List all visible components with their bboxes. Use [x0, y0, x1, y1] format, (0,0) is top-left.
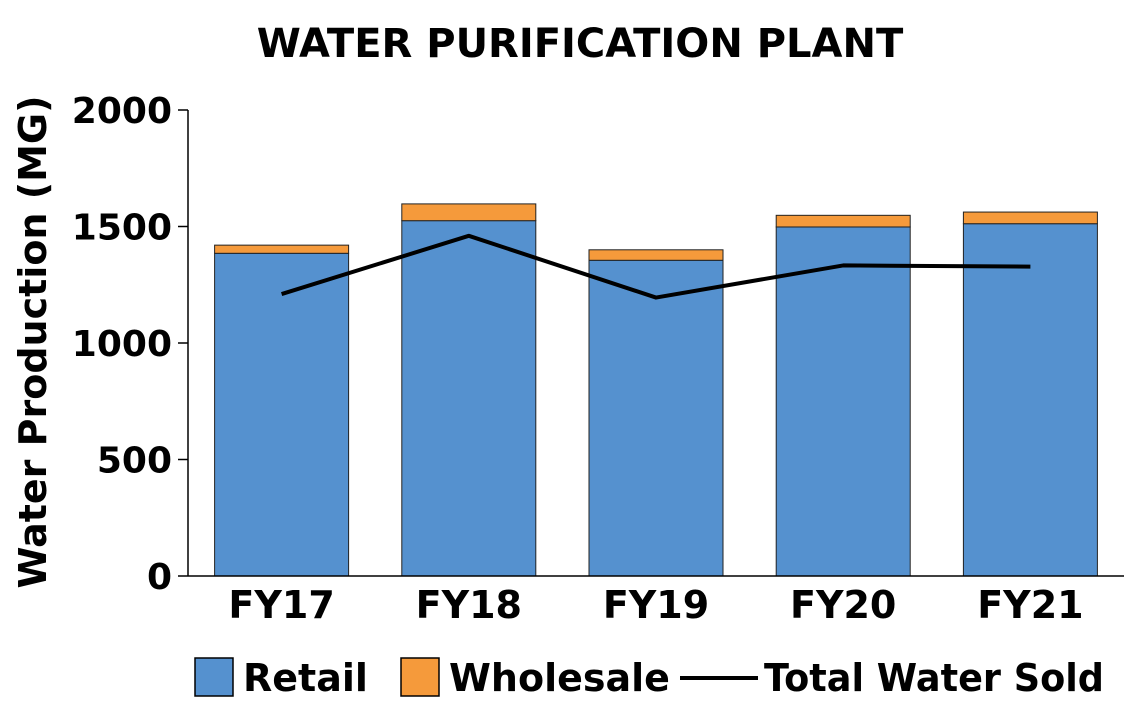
legend-swatch-wholesale	[400, 657, 440, 697]
x-tick-label: FY20	[790, 583, 896, 627]
legend-label-retail: Retail	[243, 656, 368, 700]
line-series-group	[281, 233, 1031, 300]
chart-title: WATER PURIFICATION PLANT	[257, 21, 904, 67]
y-tick-label: 0	[147, 557, 172, 598]
bar-retail-fy19	[588, 259, 724, 577]
legend-swatch-retail	[194, 657, 234, 697]
bar-wholesale-fy21	[962, 211, 1098, 225]
x-tick-label: FY19	[603, 583, 709, 627]
legend: Retail Wholesale Total Water Sold	[194, 656, 1104, 700]
bar-retail-fy18	[401, 220, 537, 577]
y-tick-label: 500	[97, 441, 172, 482]
x-tick-label: FY21	[977, 583, 1083, 627]
y-tick-label: 1000	[72, 324, 172, 365]
y-tick-label: 1500	[72, 208, 172, 249]
bars-group	[214, 203, 1098, 577]
bar-wholesale-fy20	[775, 214, 911, 228]
legend-label-wholesale: Wholesale	[449, 656, 670, 700]
bar-retail-fy21	[962, 223, 1098, 577]
y-axis: 0 500 1000 1500 2000	[72, 91, 189, 598]
bar-wholesale-fy19	[588, 249, 724, 261]
x-tick-label: FY18	[416, 583, 522, 627]
legend-label-total: Total Water Sold	[764, 656, 1104, 700]
bar-wholesale-fy18	[401, 203, 537, 222]
bar-wholesale-fy17	[214, 244, 350, 254]
y-axis-label: Water Production (MG)	[11, 96, 55, 589]
x-tick-label: FY17	[228, 583, 334, 627]
bar-retail-fy20	[775, 226, 911, 577]
bar-retail-fy17	[214, 252, 350, 577]
y-tick-label: 2000	[72, 91, 172, 132]
x-axis: FY17 FY18 FY19 FY20 FY21	[188, 575, 1124, 627]
